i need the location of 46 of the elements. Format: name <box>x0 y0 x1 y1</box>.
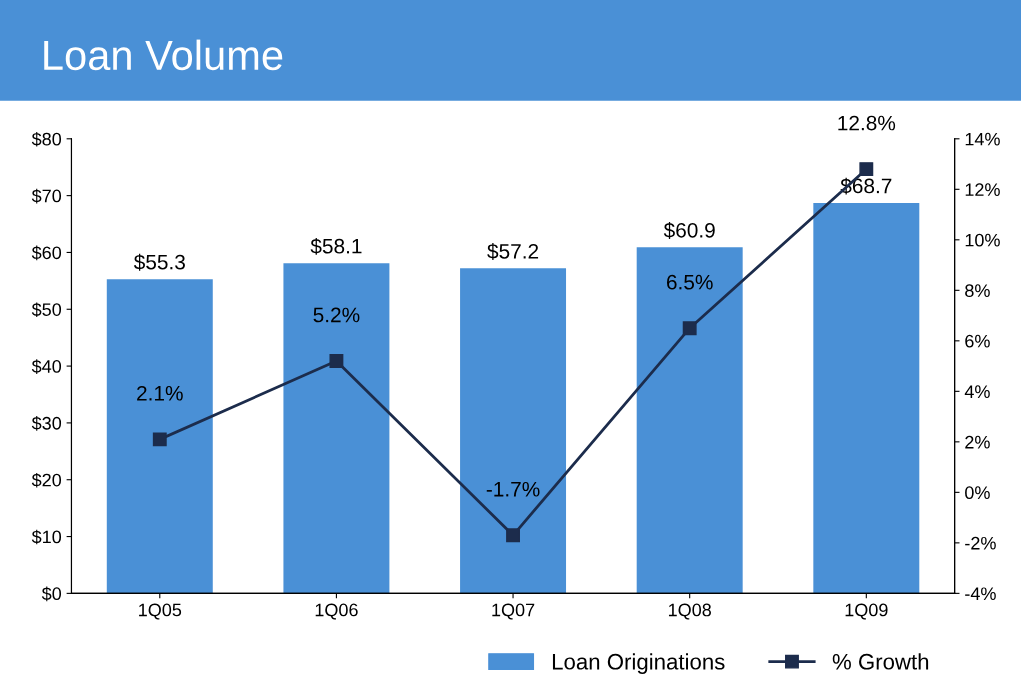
data-label: $60.9 <box>663 222 715 239</box>
y-tick-label: $10 <box>31 529 62 545</box>
y2-tick-label: 0% <box>965 486 990 500</box>
y2-tick-label: 8% <box>965 284 990 298</box>
x-tick-label: 1Q05 <box>139 603 182 620</box>
data-label: 6.5% <box>667 274 713 290</box>
y-tick-label: $30 <box>31 416 62 431</box>
data-label: 5.2% <box>313 307 360 323</box>
x-tick-label: 1Q06 <box>315 603 358 620</box>
y2-tick-label: 14% <box>965 132 1000 146</box>
y-tick-label: $50 <box>31 302 62 318</box>
y2-tick-label: 6% <box>965 334 990 348</box>
y-tick-label: $0 <box>41 586 62 602</box>
chart-title: Loan Volume <box>44 39 283 71</box>
data-label: $55.3 <box>133 253 185 271</box>
y-tick-label: $80 <box>31 131 62 147</box>
bar <box>636 247 743 594</box>
y-tick-label: $70 <box>31 188 62 204</box>
y2-tick-label: 10% <box>965 233 1000 247</box>
bar <box>106 279 213 594</box>
point <box>859 162 874 177</box>
data-label: 2.1% <box>137 385 183 401</box>
y-tick-label: $20 <box>31 472 62 488</box>
y-tick-label: $40 <box>31 359 62 374</box>
y2-tick-label: 4% <box>964 385 990 398</box>
bar <box>460 268 567 594</box>
data-label: 12.8% <box>838 115 896 131</box>
x-tick-label: 1Q08 <box>668 603 711 620</box>
point <box>152 432 167 447</box>
bar <box>283 263 390 594</box>
point <box>329 354 344 368</box>
point <box>682 321 697 336</box>
y-tick-label: $60 <box>31 245 62 261</box>
legend-label: Loan Originations <box>552 653 725 674</box>
x-tick-label: 1Q07 <box>492 603 535 620</box>
data-label: $57.2 <box>487 243 539 260</box>
x-tick-label: 1Q09 <box>845 603 888 620</box>
bar <box>813 203 920 594</box>
data-label: -1.7% <box>486 481 540 497</box>
legend-label: % Growth <box>832 653 929 670</box>
y2-tick-label: -2% <box>965 536 996 550</box>
point <box>506 528 520 543</box>
y2-tick-label: 12% <box>965 183 1000 196</box>
y2-tick-label: 2% <box>965 435 990 449</box>
y2-tick-label: -4% <box>965 587 996 601</box>
data-label: $58.1 <box>310 237 362 255</box>
